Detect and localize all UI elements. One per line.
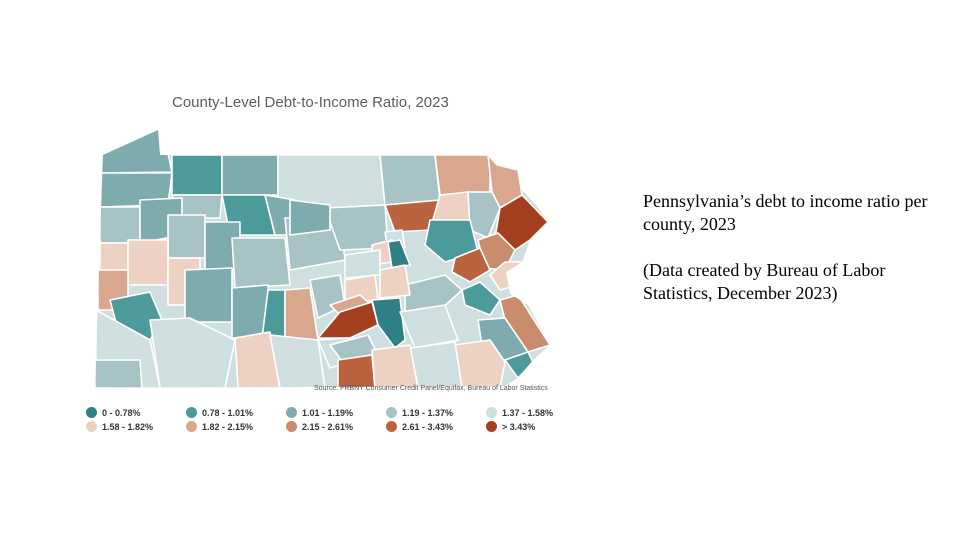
map-title: County-Level Debt-to-Income Ratio, 2023 [172, 94, 449, 111]
county-berks [399, 304, 459, 349]
county-york [371, 344, 419, 388]
legend-swatch [186, 407, 197, 418]
county-clinton [289, 199, 331, 236]
legend-swatch [186, 421, 197, 432]
county-lancaster [409, 341, 463, 388]
legend-label: 1.01 - 1.19% [302, 407, 354, 418]
county-northumberland [379, 264, 411, 299]
legend-label: > 3.43% [502, 421, 536, 432]
caption-line-2: (Data created by Bureau of Labor Statist… [643, 260, 886, 303]
county-mckean [221, 154, 279, 196]
county-clarion [167, 214, 206, 259]
legend-swatch [286, 421, 297, 432]
legend-item: 1.19 - 1.37% [386, 407, 486, 418]
legend-label: 2.61 - 3.43% [402, 421, 454, 432]
county-montour [387, 239, 411, 269]
legend-swatch [486, 421, 497, 432]
county-lawrence [99, 242, 129, 271]
county-somerset [234, 331, 281, 388]
legend-label: 2.15 - 2.61% [302, 421, 354, 432]
legend-item: 0 - 0.78% [86, 407, 186, 418]
county-bedford [269, 334, 326, 388]
legend-swatch [386, 421, 397, 432]
legend-label: 1.37 - 1.58% [502, 407, 554, 418]
county-warren [171, 154, 223, 196]
county-union [344, 249, 381, 279]
county-dauphin [371, 297, 406, 349]
legend-swatch [486, 407, 497, 418]
county-clearfield [231, 237, 291, 289]
legend-item: > 3.43% [486, 421, 586, 432]
county-westmoreland [149, 317, 236, 388]
county-erie [99, 130, 173, 174]
legend-label: 1.19 - 1.37% [402, 407, 454, 418]
legend-label: 0.78 - 1.01% [202, 407, 254, 418]
legend-item: 0.78 - 1.01% [186, 407, 286, 418]
legend-swatch [86, 407, 97, 418]
county-lehigh [461, 281, 501, 316]
slide-caption: Pennsylvania’s debt to income ratio per … [643, 190, 943, 305]
legend-label: 1.58 - 1.82% [102, 421, 154, 432]
map-source-note: Source: FRBNY Consumer Credit Panel/Equi… [314, 385, 548, 392]
legend-label: 1.82 - 2.15% [202, 421, 254, 432]
legend-item: 1.82 - 2.15% [186, 421, 286, 432]
legend-item: 2.61 - 3.43% [386, 421, 486, 432]
county-indiana [184, 267, 233, 323]
county-adams [337, 354, 376, 388]
legend-label: 0 - 0.78% [102, 407, 141, 418]
legend-swatch [286, 407, 297, 418]
county-susquehanna [434, 154, 491, 196]
legend-swatch [386, 407, 397, 418]
county-greene [95, 359, 143, 388]
legend-item: 1.37 - 1.58% [486, 407, 586, 418]
legend-item: 2.15 - 2.61% [286, 421, 386, 432]
county-mercer [99, 206, 141, 244]
legend-item: 1.58 - 1.82% [86, 421, 186, 432]
legend-swatch [86, 421, 97, 432]
county-bradford [379, 154, 441, 206]
county-butler [127, 239, 169, 286]
legend-item: 1.01 - 1.19% [286, 407, 386, 418]
map-legend: 0 - 0.78% 0.78 - 1.01% 1.01 - 1.19% 1.19 - … [86, 407, 586, 432]
county-carbon [451, 247, 491, 283]
caption-line-1: Pennsylvania’s debt to income ratio per … [643, 191, 928, 234]
pennsylvania-county-map [95, 130, 550, 388]
county-schuylkill [404, 274, 463, 313]
